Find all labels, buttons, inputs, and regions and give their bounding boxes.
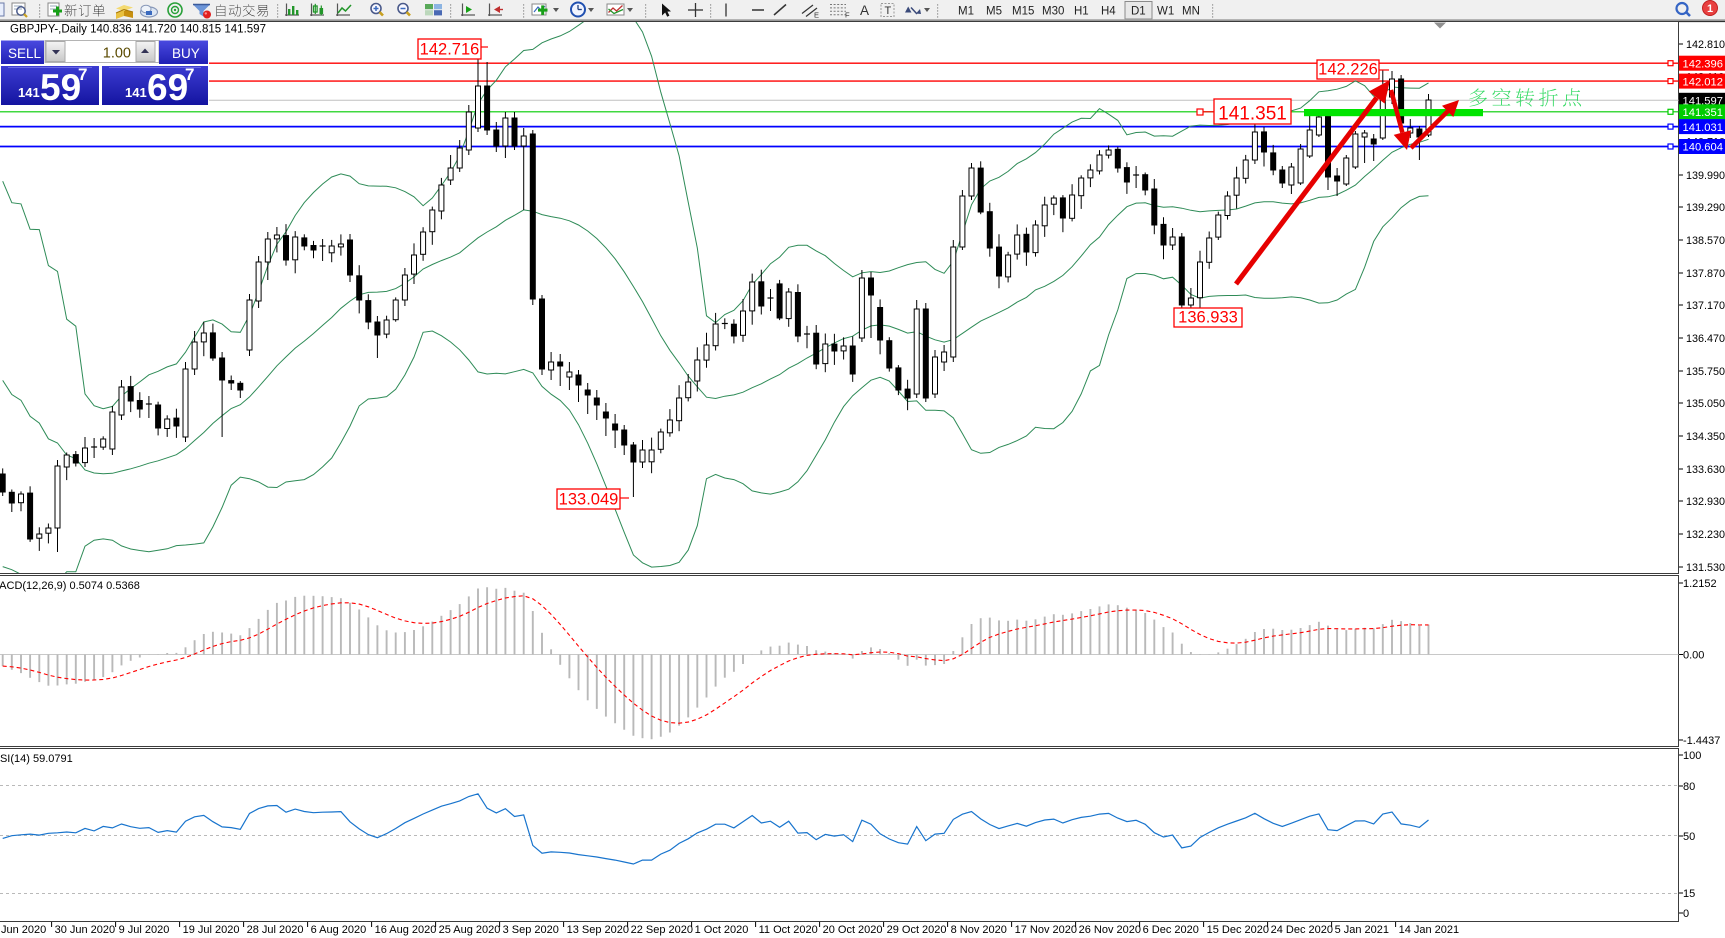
svg-text:141.351: 141.351	[1683, 107, 1723, 119]
svg-text:141.031: 141.031	[1683, 122, 1723, 134]
svg-text:7: 7	[185, 65, 194, 84]
svg-text:6 Dec 2020: 6 Dec 2020	[1143, 924, 1199, 936]
svg-text:20 Oct 2020: 20 Oct 2020	[823, 924, 883, 936]
svg-text:13 Sep 2020: 13 Sep 2020	[567, 924, 629, 936]
svg-text:29 Oct 2020: 29 Oct 2020	[887, 924, 947, 936]
svg-text:141: 141	[125, 85, 147, 100]
svg-text:0: 0	[1683, 908, 1689, 920]
svg-text:16 Aug 2020: 16 Aug 2020	[375, 924, 437, 936]
svg-text:132.230: 132.230	[1686, 529, 1725, 541]
svg-text:F: F	[845, 11, 850, 20]
svg-text:-1.4437: -1.4437	[1683, 735, 1720, 747]
svg-text:1.2152: 1.2152	[1683, 578, 1717, 590]
svg-text:142.012: 142.012	[1683, 76, 1723, 88]
svg-text:M5: M5	[986, 6, 1002, 18]
svg-text:136.933: 136.933	[1178, 309, 1238, 327]
svg-text:W1: W1	[1157, 6, 1174, 18]
svg-text:A: A	[860, 3, 869, 18]
svg-text:1: 1	[1707, 3, 1713, 15]
svg-text:141.351: 141.351	[1218, 104, 1287, 125]
svg-text:100: 100	[1683, 750, 1701, 762]
svg-text:142.226: 142.226	[1318, 61, 1378, 79]
svg-text:H1: H1	[1074, 6, 1089, 18]
svg-text:69: 69	[147, 67, 188, 108]
svg-text:6 Aug 2020: 6 Aug 2020	[311, 924, 367, 936]
svg-text:SELL: SELL	[8, 46, 42, 61]
svg-text:142.396: 142.396	[1683, 58, 1723, 70]
svg-text:139.990: 139.990	[1686, 170, 1725, 182]
svg-text:11 Oct 2020: 11 Oct 2020	[759, 924, 818, 936]
svg-text:19 Jul 2020: 19 Jul 2020	[183, 924, 240, 936]
svg-text:140.604: 140.604	[1683, 142, 1723, 154]
svg-text:RSI(14) 59.0791: RSI(14) 59.0791	[0, 753, 73, 765]
svg-text:E: E	[814, 11, 819, 20]
svg-text:0.00: 0.00	[1683, 650, 1704, 662]
svg-text:22 Sep 2020: 22 Sep 2020	[631, 924, 693, 936]
svg-text:1.00: 1.00	[103, 46, 131, 62]
svg-text:GBPJPY-,Daily 140.836 141.720: GBPJPY-,Daily 140.836 141.720 140.815 14…	[10, 24, 266, 36]
svg-text:138.570: 138.570	[1686, 235, 1725, 247]
svg-text:133.049: 133.049	[559, 491, 619, 509]
svg-text:7: 7	[78, 65, 87, 84]
svg-text:D1: D1	[1131, 6, 1146, 18]
svg-text:59: 59	[40, 67, 81, 108]
svg-text:134.350: 134.350	[1686, 431, 1725, 443]
svg-text:15: 15	[1683, 888, 1695, 900]
svg-text:137.870: 137.870	[1686, 268, 1725, 280]
svg-text:9 Jul 2020: 9 Jul 2020	[119, 924, 170, 936]
svg-text:139.290: 139.290	[1686, 202, 1725, 214]
svg-text:Jun 2020: Jun 2020	[1, 924, 46, 936]
svg-text:8 Nov 2020: 8 Nov 2020	[951, 924, 1007, 936]
svg-text:M1: M1	[958, 6, 974, 18]
svg-text:30 Jun 2020: 30 Jun 2020	[55, 924, 116, 936]
svg-text:MACD(12,26,9) 0.5074 0.5368: MACD(12,26,9) 0.5074 0.5368	[0, 580, 140, 592]
svg-text:133.630: 133.630	[1686, 464, 1725, 476]
svg-text:14 Jan 2021: 14 Jan 2021	[1399, 924, 1460, 936]
svg-text:28 Jul 2020: 28 Jul 2020	[247, 924, 304, 936]
svg-text:135.050: 135.050	[1686, 398, 1725, 410]
svg-text:25 Aug 2020: 25 Aug 2020	[439, 924, 501, 936]
svg-text:137.170: 137.170	[1686, 300, 1725, 312]
svg-text:142.716: 142.716	[420, 41, 480, 59]
svg-text:M30: M30	[1042, 6, 1064, 18]
svg-text:141: 141	[18, 85, 40, 100]
svg-text:80: 80	[1683, 781, 1695, 793]
svg-text:H4: H4	[1101, 6, 1116, 18]
svg-text:MN: MN	[1182, 6, 1200, 18]
svg-text:T: T	[885, 5, 892, 17]
svg-text:24 Dec 2020: 24 Dec 2020	[1271, 924, 1333, 936]
svg-text:132.930: 132.930	[1686, 496, 1725, 508]
svg-text:142.810: 142.810	[1686, 39, 1725, 51]
svg-text:M15: M15	[1012, 6, 1034, 18]
svg-text:1 Oct 2020: 1 Oct 2020	[695, 924, 749, 936]
svg-text:5 Jan 2021: 5 Jan 2021	[1335, 924, 1389, 936]
svg-text:26 Nov 2020: 26 Nov 2020	[1079, 924, 1141, 936]
svg-text:15 Dec 2020: 15 Dec 2020	[1207, 924, 1269, 936]
svg-text:BUY: BUY	[172, 46, 200, 61]
svg-text:17 Nov 2020: 17 Nov 2020	[1015, 924, 1077, 936]
svg-text:50: 50	[1683, 831, 1695, 843]
svg-text:131.530: 131.530	[1686, 562, 1725, 574]
svg-text:135.750: 135.750	[1686, 366, 1725, 378]
svg-text:136.470: 136.470	[1686, 333, 1725, 345]
svg-text:3 Sep 2020: 3 Sep 2020	[503, 924, 559, 936]
